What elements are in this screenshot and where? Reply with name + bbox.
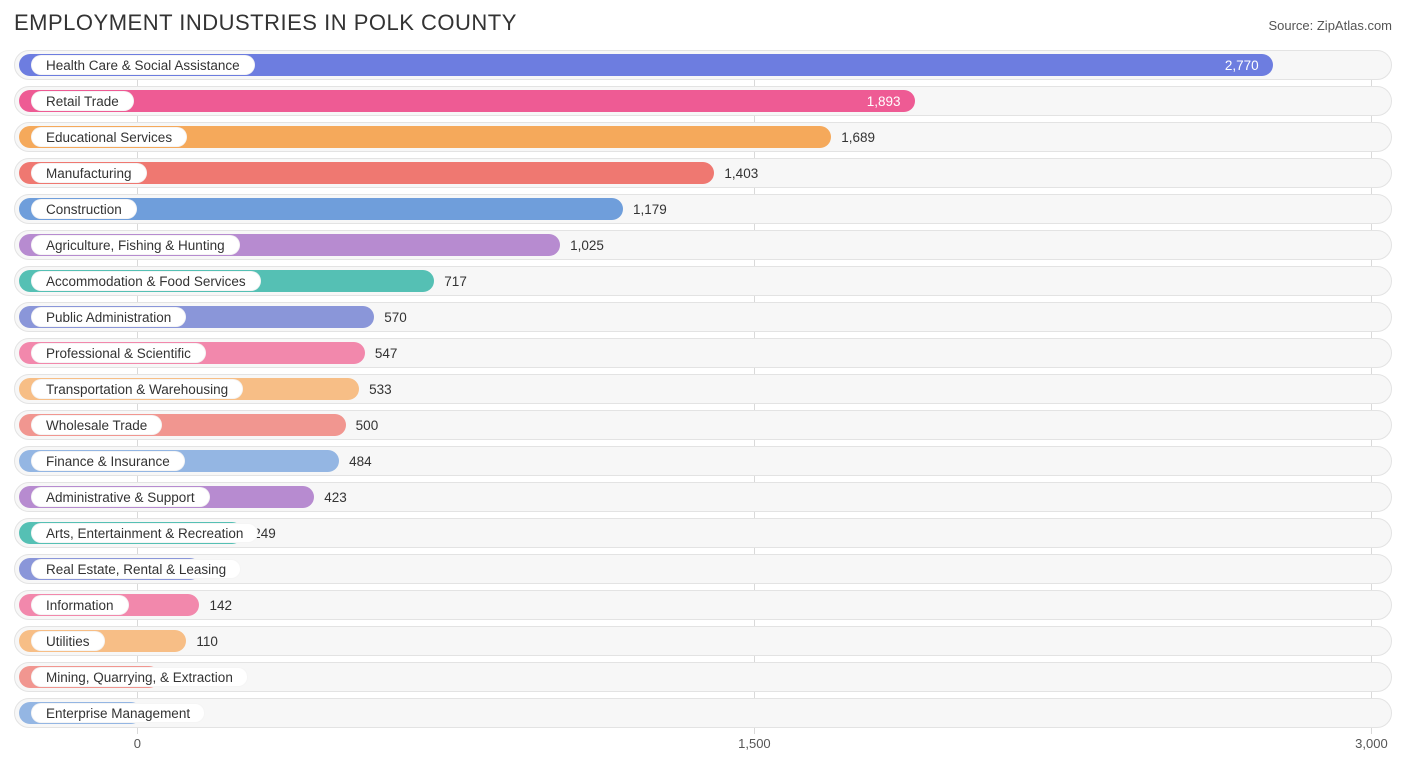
bar-row: 110 Utilities [14,626,1392,656]
bar-row: 1,403 Manufacturing [14,158,1392,188]
bar-track: 1,689 [19,126,1387,148]
category-pill: Information [31,595,129,615]
category-pill: Enterprise Management [31,703,205,723]
category-pill: Construction [31,199,137,219]
bar-track: 423 [19,486,1387,508]
bar-track: 110 [19,630,1387,652]
category-pill: Mining, Quarrying, & Extraction [31,667,248,687]
bar-row: 500 Wholesale Trade [14,410,1392,440]
bar-row: 717 Accommodation & Food Services [14,266,1392,296]
bar-track: 1,893 [19,90,1387,112]
bar-row: 1,689 Educational Services [14,122,1392,152]
x-tick: 1,500 [738,736,771,751]
category-pill: Accommodation & Food Services [31,271,261,291]
category-pill: Manufacturing [31,163,147,183]
bar-row: 45Mining, Quarrying, & Extraction [14,662,1392,692]
category-pill: Educational Services [31,127,187,147]
bar-row: 1,893Retail Trade [14,86,1392,116]
bar-row: 145Real Estate, Rental & Leasing [14,554,1392,584]
bar-value: 1,025 [560,234,604,256]
chart-title: EMPLOYMENT INDUSTRIES IN POLK COUNTY [14,10,517,36]
bar-value: 110 [186,630,218,652]
category-pill: Utilities [31,631,105,651]
bar-row: 570 Public Administration [14,302,1392,332]
bar-value: 1,893 [19,90,915,112]
category-pill: Agriculture, Fishing & Hunting [31,235,240,255]
bar-row: 1Enterprise Management [14,698,1392,728]
bar-row: 423 Administrative & Support [14,482,1392,512]
bar-value: 570 [374,306,407,328]
bar-row: 533 Transportation & Warehousing [14,374,1392,404]
bar-row: 1,179 Construction [14,194,1392,224]
bar-track: 570 [19,306,1387,328]
chart-header: EMPLOYMENT INDUSTRIES IN POLK COUNTY Sou… [14,10,1392,36]
bar-value: 1,179 [623,198,667,220]
bar-row: 142 Information [14,590,1392,620]
category-pill: Wholesale Trade [31,415,162,435]
bar-value: 547 [365,342,398,364]
category-pill: Real Estate, Rental & Leasing [31,559,241,579]
bar-value: 142 [199,594,232,616]
bar-row: 2,770Health Care & Social Assistance [14,50,1392,80]
x-tick: 0 [134,736,141,751]
bar-row: 484 Finance & Insurance [14,446,1392,476]
x-tick: 3,000 [1355,736,1388,751]
bar-value: 533 [359,378,392,400]
bar-track: 547 [19,342,1387,364]
bar-row: 1,025 Agriculture, Fishing & Hunting [14,230,1392,260]
bar-row: 547 Professional & Scientific [14,338,1392,368]
bar-value: 1,689 [831,126,875,148]
bar-track: 142 [19,594,1387,616]
bar-value: 423 [314,486,347,508]
bar-track: 1,403 [19,162,1387,184]
x-axis: 0 1,500 3,000 [14,734,1392,758]
category-pill: Public Administration [31,307,186,327]
category-pill: Arts, Entertainment & Recreation [31,523,258,543]
category-pill: Health Care & Social Assistance [31,55,255,75]
bar-track: 484 [19,450,1387,472]
bar-track: 1 [19,702,1387,724]
category-pill: Retail Trade [31,91,134,111]
bar-track: 500 [19,414,1387,436]
bar-container: 2,770Health Care & Social Assistance 1,89… [14,50,1392,728]
bar-track: 1,179 [19,198,1387,220]
category-pill: Administrative & Support [31,487,210,507]
bar-row: 249Arts, Entertainment & Recreation [14,518,1392,548]
bar-value: 1,403 [714,162,758,184]
category-pill: Professional & Scientific [31,343,206,363]
bar-value: 484 [339,450,372,472]
category-pill: Transportation & Warehousing [31,379,243,399]
bar-value: 500 [346,414,379,436]
chart-source: Source: ZipAtlas.com [1268,18,1392,33]
category-pill: Finance & Insurance [31,451,185,471]
bar-value: 717 [434,270,467,292]
employment-bar-chart: 2,770Health Care & Social Assistance 1,89… [14,50,1392,758]
